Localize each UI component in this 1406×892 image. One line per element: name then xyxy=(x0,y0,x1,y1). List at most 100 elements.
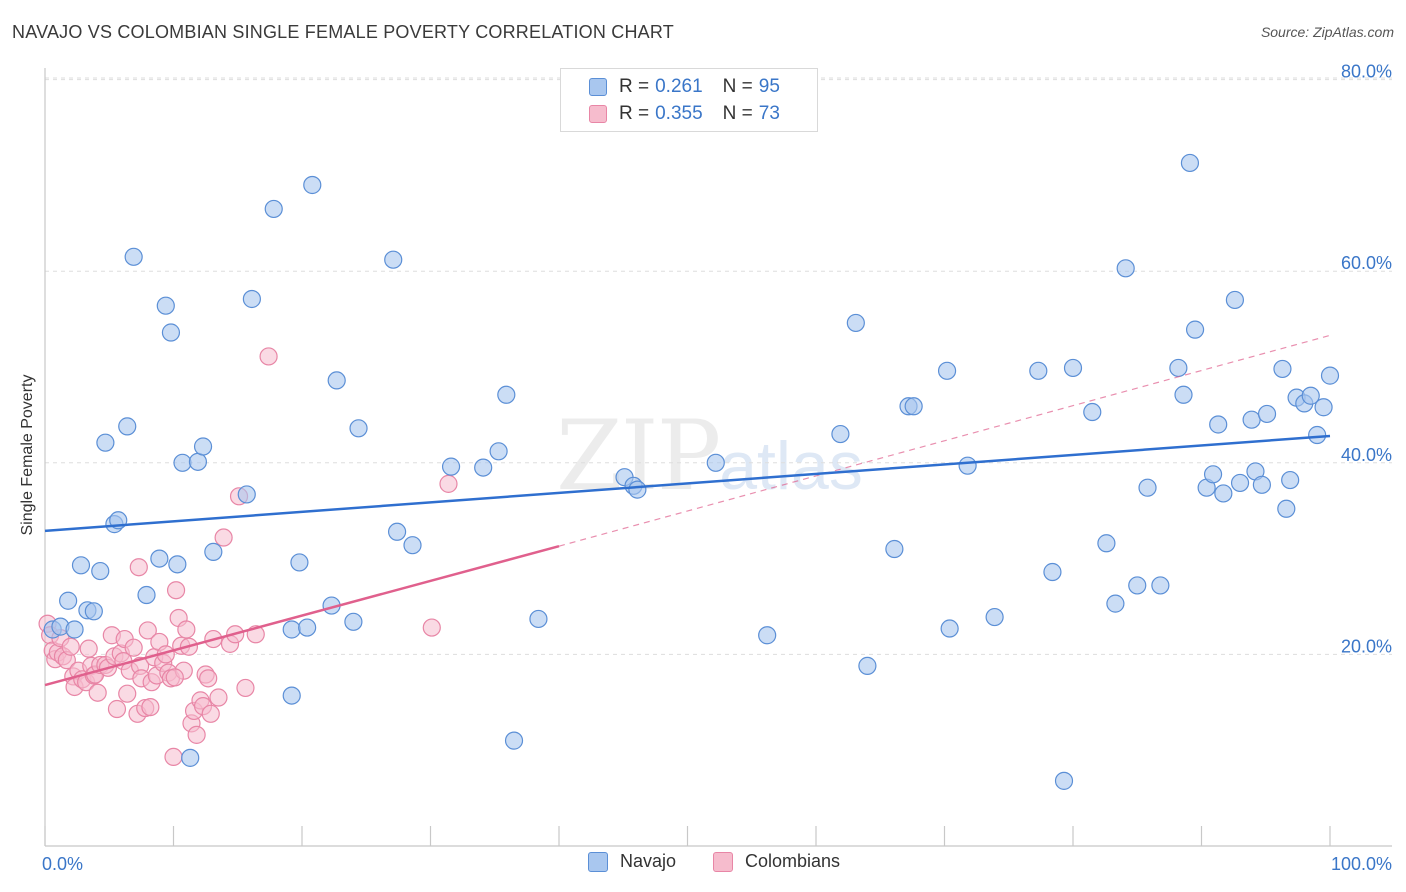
navajo-point xyxy=(1180,153,1200,173)
stats-legend: R = 0.261 N = 95 R = 0.355 N = 73 xyxy=(560,68,818,132)
colombian-point xyxy=(164,747,183,767)
x-tick-label: 100.0% xyxy=(1331,854,1392,874)
r-label: R = xyxy=(619,76,650,97)
navajo-point xyxy=(1054,771,1074,790)
colombian-point xyxy=(118,684,137,703)
navajo-point xyxy=(349,419,368,438)
navajo-point xyxy=(188,452,208,471)
navajo-point xyxy=(958,456,977,475)
navajo-point xyxy=(497,385,516,404)
navajo-point xyxy=(474,458,493,477)
navajo-point xyxy=(173,453,192,472)
navajo-point xyxy=(1097,534,1116,553)
navajo-point xyxy=(1063,358,1083,378)
chart-title: NAVAJO VS COLOMBIAN SINGLE FEMALE POVERT… xyxy=(12,22,674,42)
r-value: 0.261 xyxy=(655,76,703,97)
navajo-point xyxy=(1230,473,1250,493)
navajo-point xyxy=(181,748,200,767)
colombian-point xyxy=(124,638,143,657)
navajo-point xyxy=(1151,576,1170,595)
navajo-point xyxy=(264,199,283,219)
navajo-point xyxy=(282,620,301,639)
colombian-point xyxy=(165,668,184,687)
navajo-point xyxy=(161,323,181,342)
navajo-point xyxy=(1116,259,1135,278)
navajo-point xyxy=(137,585,156,605)
colombian-point xyxy=(166,581,186,600)
colombian-point xyxy=(107,699,127,719)
navajo-point xyxy=(91,561,110,581)
navajo-point xyxy=(118,417,137,436)
navajo-point xyxy=(124,247,143,266)
navajo-point xyxy=(846,313,865,333)
navajo-point xyxy=(384,250,403,269)
navajo-point xyxy=(193,437,213,456)
navajo-point xyxy=(940,619,959,638)
navajo-point xyxy=(303,175,322,195)
legend-item-navajo[interactable]: Navajo xyxy=(588,851,676,872)
colombian-swatch xyxy=(589,105,607,123)
navajo-point xyxy=(71,556,91,575)
navajo-point xyxy=(1225,290,1245,310)
navajo-point xyxy=(1252,475,1271,494)
navajo-point xyxy=(529,609,548,629)
navajo-point xyxy=(858,656,877,675)
navajo-point xyxy=(1320,366,1340,385)
navajo-point xyxy=(150,549,169,568)
navajo-point xyxy=(1242,410,1261,429)
r-label: R = xyxy=(619,103,650,124)
navajo-swatch xyxy=(589,78,607,96)
navajo-point xyxy=(344,612,363,631)
y-tick-label: 20.0% xyxy=(1341,636,1392,656)
y-tick-label: 80.0% xyxy=(1341,62,1392,82)
navajo-point xyxy=(1277,499,1296,518)
stats-legend-colombians: R = 0.355 N = 73 xyxy=(589,102,800,126)
navajo-swatch xyxy=(588,851,608,872)
navajo-point xyxy=(504,731,524,750)
legend-label: Colombians xyxy=(745,851,841,871)
tick-labels: 20.0% 40.0% 60.0% 80.0% 0.0% 100.0% xyxy=(42,62,1392,874)
legend-item-colombians[interactable]: Colombians xyxy=(713,851,840,872)
stats-legend-navajo: R = 0.261 N = 95 xyxy=(589,75,800,99)
navajo-point xyxy=(1214,484,1233,503)
navajo-point xyxy=(1308,425,1327,445)
colombian-point xyxy=(422,618,441,637)
colombian-point xyxy=(209,688,228,707)
navajo-point xyxy=(1138,478,1157,497)
navajo-point xyxy=(242,289,261,309)
legend-label: Navajo xyxy=(620,851,677,871)
navajo-point xyxy=(65,620,84,639)
y-tick-label: 60.0% xyxy=(1341,253,1392,273)
source-label: Source: ZipAtlas.com xyxy=(1260,24,1394,40)
colombian-point xyxy=(177,620,196,639)
navajo-point xyxy=(1029,361,1048,380)
colombian-point xyxy=(187,725,206,744)
colombian-points xyxy=(38,347,458,767)
navajo-point xyxy=(84,602,103,621)
r-value: 0.355 xyxy=(655,103,703,124)
navajo-point xyxy=(1257,404,1277,424)
series-legend: Navajo Colombians xyxy=(0,851,1406,879)
colombian-point xyxy=(61,637,80,656)
colombian-point xyxy=(79,639,98,658)
navajo-point xyxy=(1106,594,1125,613)
colombian-swatch xyxy=(713,851,733,872)
navajo-point xyxy=(758,626,777,645)
navajo-point xyxy=(403,536,422,555)
axis-layer xyxy=(44,68,1392,847)
navajo-point xyxy=(1185,320,1205,339)
n-value: 73 xyxy=(758,103,780,124)
navajo-point xyxy=(489,442,508,461)
trend-lines xyxy=(44,334,1331,687)
navajo-point xyxy=(237,485,256,504)
n-label: N = xyxy=(722,103,753,124)
y-axis-label: Single Female Poverty xyxy=(19,374,36,536)
navajo-point xyxy=(1301,386,1320,405)
navajo-point xyxy=(96,433,115,452)
navajo-point xyxy=(387,522,407,541)
navajo-point xyxy=(1281,470,1300,490)
navajo-point xyxy=(156,296,175,315)
navajo-point xyxy=(298,618,317,637)
navajo-point xyxy=(1209,415,1228,434)
colombian-point xyxy=(236,678,255,698)
